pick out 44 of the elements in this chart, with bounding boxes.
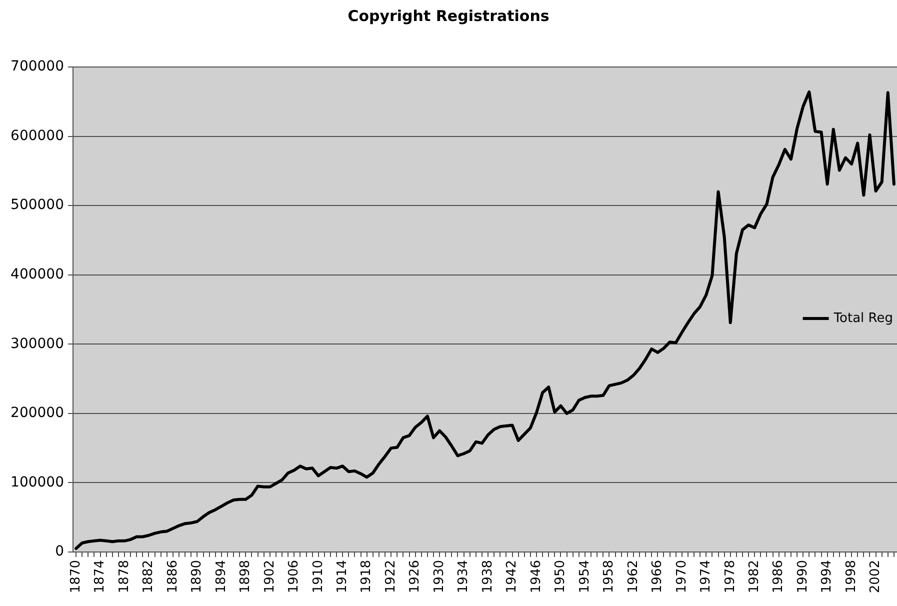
- x-tick-label: 1946: [528, 560, 544, 594]
- x-tick-label: 1910: [310, 560, 326, 594]
- x-tick-label: 1894: [214, 560, 229, 594]
- x-tick-label: 1958: [602, 560, 617, 594]
- x-tick-label: 1954: [577, 560, 592, 594]
- legend-label: Total Reg: [832, 310, 894, 326]
- x-tick-label: 2002: [868, 560, 884, 594]
- x-tick-label: 1950: [553, 560, 568, 594]
- x-tick-label: 1890: [190, 560, 205, 594]
- x-tick-label: 1926: [408, 560, 423, 594]
- x-tick-label: 1922: [383, 560, 398, 594]
- x-tick-label: 1962: [626, 560, 641, 594]
- x-tick-label: 1914: [334, 560, 350, 594]
- x-tick-label: 1934: [456, 560, 472, 594]
- x-tick-label: 1938: [480, 560, 496, 594]
- y-tick-label: 100000: [10, 474, 64, 490]
- x-tick-label: 1902: [262, 560, 278, 594]
- y-tick-label: 500000: [10, 197, 64, 214]
- x-tick-label: 1870: [68, 560, 84, 594]
- x-tick-label: 1994: [820, 560, 835, 594]
- x-tick-label: 1986: [771, 560, 786, 594]
- x-tick-label: 1974: [698, 560, 714, 594]
- x-tick-label: 1942: [504, 560, 520, 594]
- x-tick-label: 1874: [92, 560, 108, 594]
- x-tick-label: 1978: [722, 560, 738, 594]
- x-tick-label: 1990: [795, 560, 810, 594]
- y-tick-label: 300000: [10, 336, 64, 352]
- x-tick-label: 1970: [674, 560, 690, 594]
- y-tick-label: 0: [55, 544, 64, 560]
- chart-title: Copyright Registrations: [348, 6, 550, 25]
- x-tick-label: 1898: [238, 560, 254, 594]
- x-tick-label: 1982: [746, 560, 762, 594]
- x-tick-label: 1882: [141, 560, 156, 594]
- y-tick-label: 400000: [10, 266, 64, 282]
- x-tick-label: 1998: [844, 560, 859, 594]
- x-tick-label: 1918: [359, 560, 374, 594]
- x-tick-label: 1906: [286, 560, 302, 594]
- x-tick-label: 1966: [650, 560, 666, 594]
- y-tick-label: 200000: [10, 405, 64, 422]
- x-tick-label: 1886: [165, 560, 180, 594]
- y-tick-label: 700000: [10, 58, 64, 75]
- y-tick-label: 600000: [10, 128, 64, 144]
- x-tick-label: 1878: [116, 560, 132, 594]
- x-tick-label: 1930: [432, 560, 447, 594]
